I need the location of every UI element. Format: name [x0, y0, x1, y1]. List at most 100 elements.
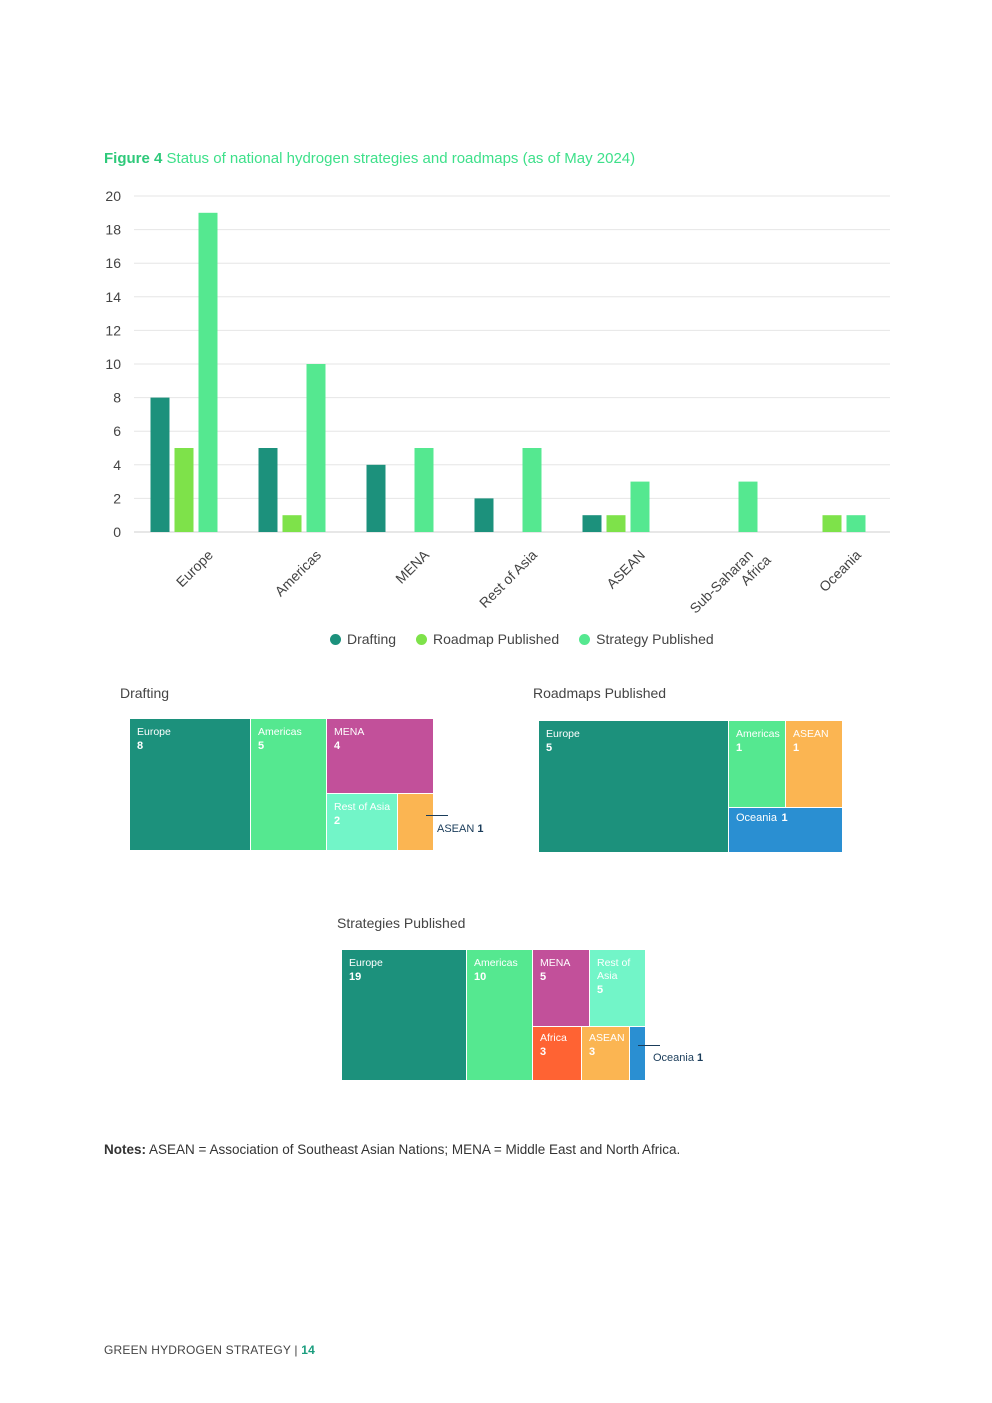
bar-strategy-published	[846, 515, 866, 532]
bar-strategy-published	[198, 212, 218, 533]
drafting-mena-name: MENA	[334, 726, 365, 738]
legend-item-roadmap: Roadmap Published	[416, 631, 559, 647]
drafting-rest-of-asia-name: Rest of Asia	[334, 801, 391, 813]
strategies-tile-mena: MENA 5	[533, 950, 589, 1026]
y-tick-label: 10	[105, 356, 121, 372]
notes-label: Notes:	[104, 1142, 147, 1157]
drafting-asean-callout: ASEAN 1	[437, 823, 483, 835]
bar-drafting	[258, 448, 278, 532]
y-tick-label: 6	[113, 423, 121, 439]
bar-roadmap-published	[822, 515, 842, 532]
x-tick-label: Americas	[271, 547, 324, 600]
strategies-tile-europe: Europe 19	[342, 950, 466, 1080]
figure-title: Figure 4 Status of national hydrogen str…	[104, 150, 635, 167]
strategies-europe-name: Europe	[349, 957, 383, 969]
bar-strategy-published	[738, 481, 758, 532]
drafting-asean-name: ASEAN	[437, 823, 475, 835]
bar-drafting	[150, 397, 170, 532]
strategies-americas-value: 10	[474, 971, 487, 983]
y-tick-label: 18	[105, 222, 121, 238]
strategies-europe-value: 19	[349, 971, 362, 983]
x-tick-label-line: MENA	[392, 546, 432, 586]
y-tick-label: 12	[105, 322, 121, 338]
drafting-americas-name: Americas	[258, 726, 302, 738]
drafting-europe-value: 8	[137, 740, 144, 752]
legend-swatch-strategy	[579, 633, 591, 645]
strategies-tile-asean: ASEAN 3	[582, 1027, 629, 1080]
bar-strategy-published	[630, 481, 650, 532]
strategies-oceania-leader	[638, 1045, 660, 1046]
x-tick-label-line: Oceania	[816, 547, 864, 595]
strategies-tile-americas: Americas 10	[467, 950, 532, 1080]
figure-title-text: Status of national hydrogen strategies a…	[166, 150, 636, 167]
roadmaps-oceania-name: Oceania	[736, 812, 777, 824]
drafting-tile-asean	[398, 794, 433, 850]
strategies-rest-of-asia-value: 5	[597, 984, 604, 996]
legend-swatch-roadmap	[416, 633, 428, 645]
treemap-roadmaps-title: Roadmaps Published	[533, 685, 667, 701]
drafting-tile-europe: Europe 8	[130, 719, 250, 850]
treemap-strategies-title: Strategies Published	[337, 915, 466, 931]
strategies-africa-value: 3	[540, 1046, 547, 1058]
strategies-asean-name: ASEAN	[589, 1032, 625, 1044]
y-tick-label: 8	[113, 390, 121, 406]
treemap-drafting-title: Drafting	[120, 685, 170, 701]
legend-label-strategy: Strategy Published	[596, 631, 714, 647]
drafting-asean-value: 1	[477, 823, 484, 835]
roadmaps-oceania-value: 1	[781, 812, 788, 824]
strategies-oceania-name: Oceania	[653, 1052, 694, 1064]
x-tick-label-line: Americas	[271, 547, 324, 600]
strategies-asean-value: 3	[589, 1046, 596, 1058]
legend-item-strategy: Strategy Published	[579, 631, 714, 647]
drafting-tile-rest-of-asia: Rest of Asia 2	[327, 794, 397, 850]
drafting-asean-leader	[426, 815, 448, 816]
roadmaps-tile-europe: Europe 5	[539, 721, 728, 852]
bar-drafting	[582, 515, 602, 532]
y-tick-label: 2	[113, 490, 121, 506]
bar-strategy-published	[306, 364, 326, 532]
drafting-tile-americas: Americas 5	[251, 719, 326, 850]
footer-separator: |	[294, 1343, 298, 1357]
strategies-oceania-value: 1	[697, 1052, 704, 1064]
strategies-rest-of-asia-name: Rest of Asia	[597, 957, 631, 982]
bar-drafting	[366, 464, 386, 532]
notes: Notes: ASEAN = Association of Southeast …	[104, 1142, 680, 1157]
drafting-rest-of-asia-value: 2	[334, 815, 341, 827]
x-tick-label-line: ASEAN	[603, 547, 648, 592]
drafting-mena-value: 4	[334, 740, 341, 752]
strategies-mena-value: 5	[540, 971, 547, 983]
notes-text: ASEAN = Association of Southeast Asian N…	[149, 1142, 681, 1157]
page-number: 14	[301, 1343, 316, 1357]
y-tick-label: 4	[113, 457, 121, 473]
x-tick-label: Rest of Asia	[476, 547, 540, 611]
bar-strategy-published	[414, 448, 434, 532]
roadmaps-europe-name: Europe	[546, 728, 580, 740]
strategies-mena-name: MENA	[540, 957, 571, 969]
roadmaps-asean-value: 1	[793, 742, 800, 754]
footer-title: GREEN HYDROGEN STRATEGY	[104, 1343, 291, 1357]
y-tick-label: 0	[113, 524, 121, 540]
drafting-tile-mena: MENA 4	[327, 719, 433, 793]
x-tick-label: MENA	[392, 546, 432, 586]
strategies-tile-africa: Africa 3	[533, 1027, 581, 1080]
roadmaps-europe-value: 5	[546, 742, 553, 754]
x-tick-label: Oceania	[816, 547, 864, 595]
x-tick-label: ASEAN	[603, 547, 648, 592]
bar-drafting	[474, 498, 494, 532]
roadmaps-tile-oceania: Oceania 1	[729, 808, 842, 852]
figure-label: Figure 4	[104, 150, 163, 167]
y-tick-label: 20	[105, 188, 121, 204]
roadmaps-americas-value: 1	[736, 742, 743, 754]
bar-roadmap-published	[174, 448, 194, 532]
page-footer: GREEN HYDROGEN STRATEGY | 14	[104, 1343, 315, 1357]
strategies-africa-name: Africa	[540, 1032, 567, 1044]
roadmaps-tile-americas: Americas 1	[729, 721, 785, 807]
y-tick-label: 16	[105, 255, 121, 271]
drafting-americas-value: 5	[258, 740, 265, 752]
bar-strategy-published	[522, 448, 542, 532]
legend-label-roadmap: Roadmap Published	[433, 631, 560, 647]
roadmaps-tile-asean: ASEAN 1	[786, 721, 842, 807]
strategies-americas-name: Americas	[474, 957, 518, 969]
x-tick-label: Sub-SaharanAfrica	[686, 540, 774, 620]
x-tick-label: Europe	[173, 547, 216, 590]
